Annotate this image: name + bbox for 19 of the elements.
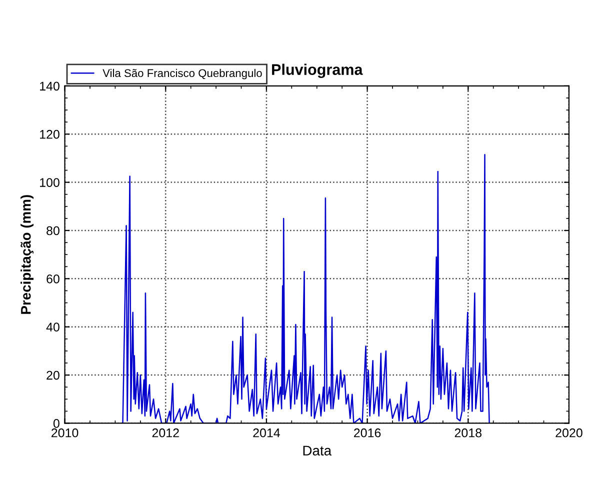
x-axis-title: Data (303, 446, 332, 456)
chart-title: Pluviograma (272, 64, 363, 78)
x-tick-label: 2014 (253, 428, 280, 438)
y-tick-label: 100 (40, 178, 60, 187)
x-tick-label: 2012 (152, 428, 179, 438)
line-series (122, 154, 490, 424)
y-tick-label: 20 (46, 370, 60, 380)
legend-label: Vila São Francisco Quebrangulo (102, 68, 262, 80)
x-tick-label: 2010 (52, 428, 78, 438)
y-tick-label: 140 (40, 82, 60, 91)
y-tick-label: 120 (40, 130, 60, 139)
x-tick-label: 2016 (354, 428, 381, 438)
y-tick-label: 0 (53, 419, 60, 428)
y-tick-label: 40 (46, 322, 60, 332)
x-tick-label: 2020 (556, 428, 582, 438)
y-tick-label: 60 (46, 274, 60, 284)
y-axis-title: Precipitação (mm) (20, 195, 34, 314)
y-tick-label: 80 (46, 226, 60, 236)
x-tick-label: 2018 (454, 428, 482, 438)
